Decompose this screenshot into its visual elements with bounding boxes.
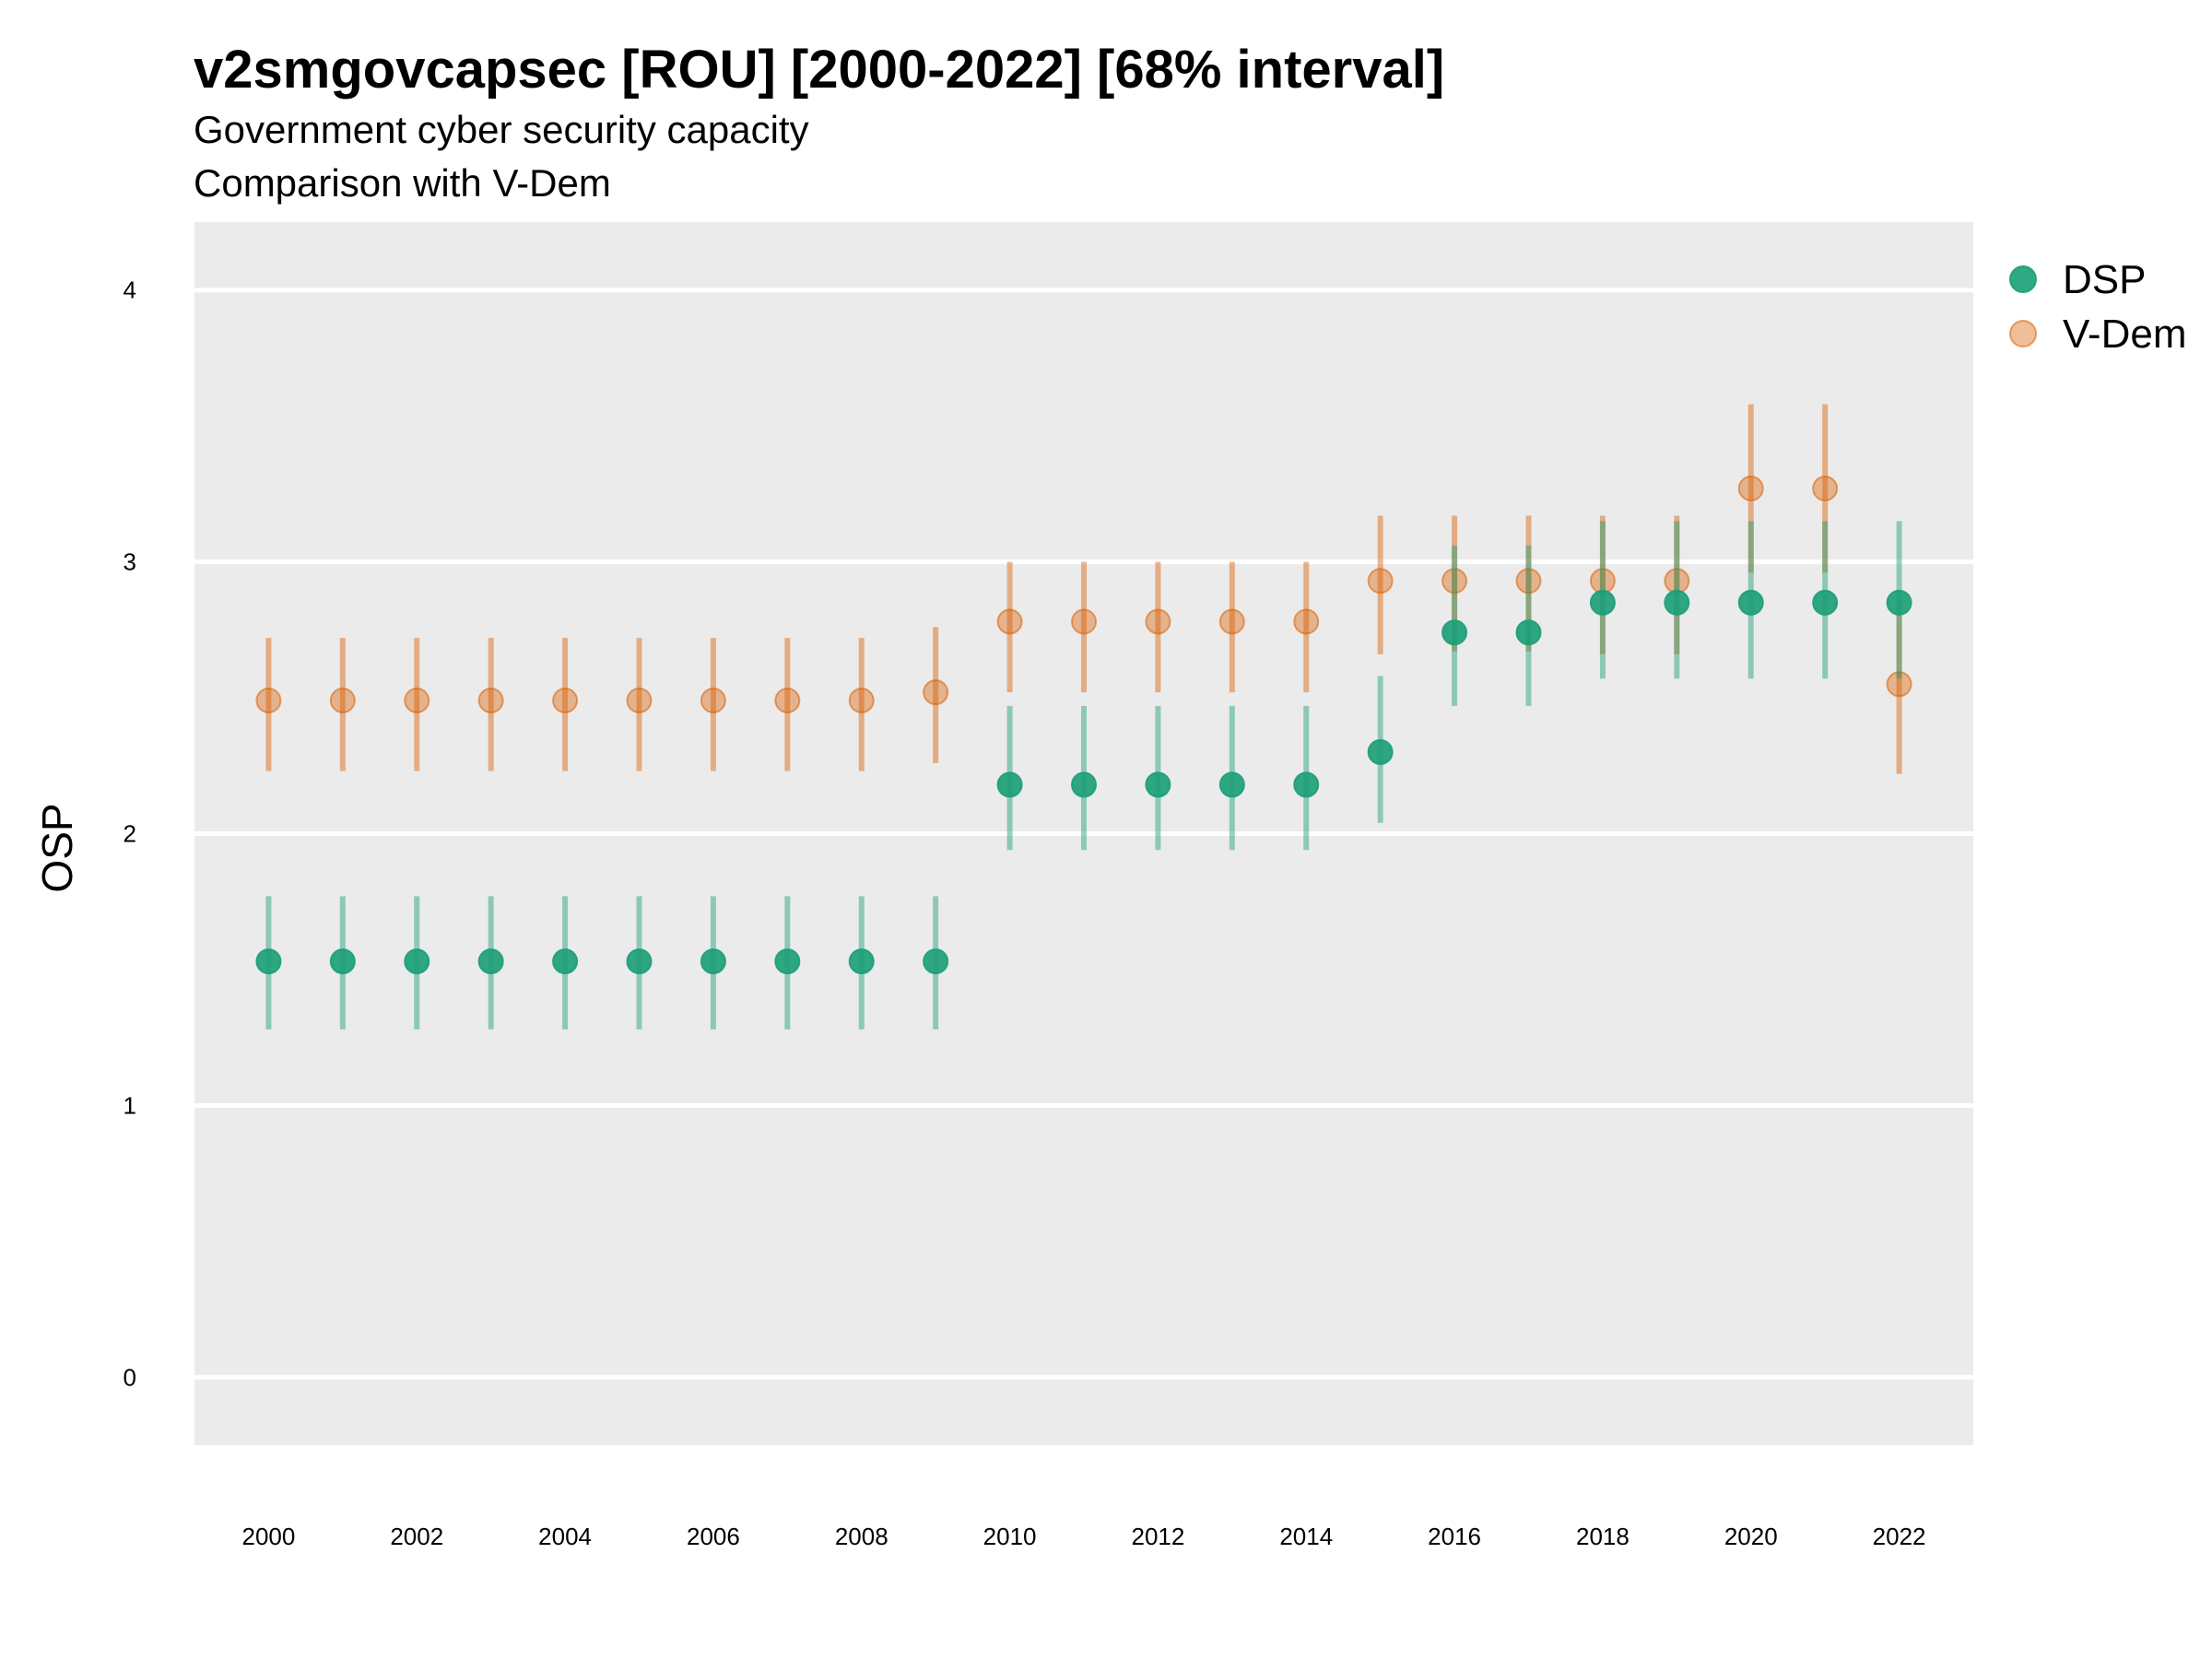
y-axis-title: OSP: [33, 803, 81, 892]
legend-label: V-Dem: [2063, 312, 2186, 357]
data-point: [923, 679, 949, 706]
data-point: [774, 688, 801, 714]
data-point: [774, 948, 801, 975]
data-point: [923, 948, 949, 975]
data-point: [1589, 589, 1616, 616]
data-point: [626, 688, 653, 714]
x-tick-label: 2002: [390, 1523, 443, 1550]
series-dsp: [255, 521, 1912, 1030]
data-point: [700, 688, 726, 714]
data-series: [255, 404, 1912, 1030]
y-tick-label: 2: [124, 820, 136, 848]
data-point: [1145, 608, 1171, 635]
data-point: [1071, 771, 1097, 798]
y-axis-ticks: 0 1 2 3 4: [124, 276, 136, 1392]
data-point: [1737, 475, 1764, 501]
data-point: [552, 948, 579, 975]
y-tick-label: 3: [124, 548, 136, 576]
chart-subtitle: Government cyber security capacity: [194, 108, 809, 151]
data-point: [477, 948, 504, 975]
x-tick-label: 2014: [1279, 1523, 1333, 1550]
gridlines: [194, 288, 1973, 1380]
data-point: [329, 948, 356, 975]
data-point: [1886, 589, 1912, 616]
chart-subtitle-comparison: Comparison with V-Dem: [194, 161, 611, 205]
data-point: [1367, 568, 1394, 594]
x-tick-label: 2006: [687, 1523, 740, 1550]
y-tick-label: 4: [124, 276, 136, 304]
data-point: [848, 948, 875, 975]
data-point: [255, 948, 282, 975]
legend-label: DSP: [2063, 257, 2146, 302]
series-v-dem: [255, 404, 1912, 774]
x-tick-label: 2020: [1724, 1523, 1778, 1550]
data-point: [1664, 589, 1690, 616]
legend-marker: [2009, 265, 2037, 293]
x-tick-label: 2008: [835, 1523, 888, 1550]
data-point: [329, 688, 356, 714]
x-tick-label: 2022: [1873, 1523, 1926, 1550]
data-point: [1071, 608, 1097, 635]
x-tick-label: 2004: [538, 1523, 592, 1550]
chart-title: v2smgovcapsec [ROU] [2000-2022] [68% int…: [194, 40, 1444, 100]
legend: DSP V-Dem: [2009, 257, 2186, 357]
data-point: [404, 948, 430, 975]
legend-marker: [2009, 320, 2037, 347]
data-point: [1145, 771, 1171, 798]
data-point: [1367, 739, 1394, 766]
data-point: [626, 948, 653, 975]
data-point: [1886, 671, 1912, 698]
x-tick-label: 2012: [1131, 1523, 1184, 1550]
data-point: [1812, 475, 1839, 501]
data-point: [552, 688, 579, 714]
data-point: [1441, 619, 1468, 646]
data-point: [477, 688, 504, 714]
data-point: [1293, 608, 1320, 635]
data-point: [1441, 568, 1468, 594]
data-point: [1293, 771, 1320, 798]
x-axis-ticks: 2000 2002 2004 2006 2008 2010 2012 2014 2016 2018…: [241, 1523, 1925, 1550]
data-point: [404, 688, 430, 714]
data-point: [848, 688, 875, 714]
data-point: [1515, 568, 1542, 594]
data-point: [1737, 589, 1764, 616]
x-tick-label: 2010: [983, 1523, 1037, 1550]
data-point: [1218, 771, 1245, 798]
y-tick-label: 0: [124, 1363, 136, 1391]
data-point: [996, 771, 1023, 798]
data-point: [1515, 619, 1542, 646]
x-tick-label: 2000: [241, 1523, 295, 1550]
data-point: [1218, 608, 1245, 635]
x-tick-label: 2016: [1428, 1523, 1481, 1550]
data-point: [700, 948, 726, 975]
data-point: [1812, 589, 1839, 616]
data-point: [996, 608, 1023, 635]
y-tick-label: 1: [124, 1091, 136, 1119]
data-point: [255, 688, 282, 714]
x-tick-label: 2018: [1576, 1523, 1630, 1550]
